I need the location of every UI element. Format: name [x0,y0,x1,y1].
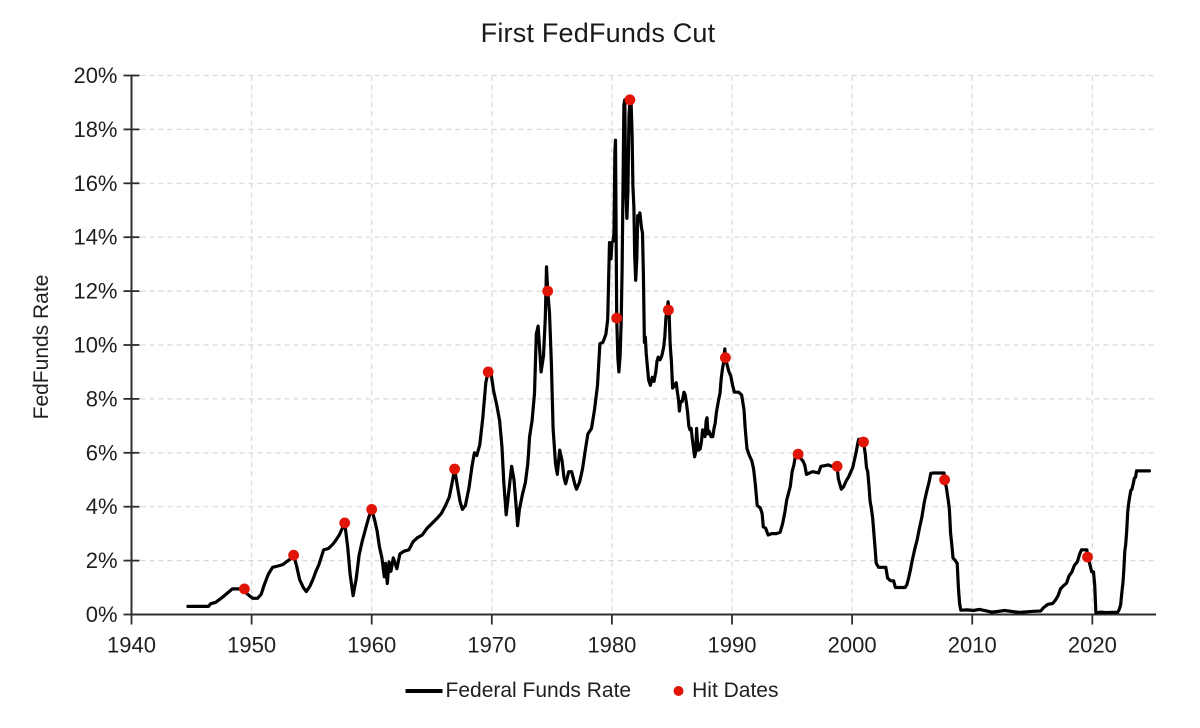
hit-date-dot [624,94,636,106]
svg-text:2020: 2020 [1068,633,1117,658]
hit-date-dot [482,366,494,378]
hit-date-dot [366,504,378,515]
hit-date-dot [339,517,351,529]
hit-date-dot [542,285,554,297]
hit-date-dot [720,352,731,364]
svg-text:20%: 20% [73,63,117,88]
svg-text:1950: 1950 [227,633,276,658]
red-dot-icon [673,686,684,696]
hit-date-dot [792,448,804,460]
svg-text:1960: 1960 [347,633,396,658]
hit-date-dot [663,304,674,316]
svg-text:14%: 14% [73,225,117,250]
chart-title: First FedFunds Cut [480,18,716,48]
y-tick-labels: 0% 2% 4% 6% 8% 10% 12% 14% 16% 18% 20% [73,63,117,627]
hit-date-dot [239,583,250,595]
legend-label-hit-dates: Hit Dates [692,679,779,702]
hit-date-dots [239,94,1093,595]
svg-text:8%: 8% [86,386,118,411]
svg-text:2%: 2% [86,548,118,573]
svg-text:2000: 2000 [828,633,877,658]
svg-text:16%: 16% [73,171,117,196]
gridlines [131,74,1156,615]
hit-date-dot [1082,551,1093,563]
svg-text:12%: 12% [73,279,117,304]
svg-text:1970: 1970 [467,633,516,658]
svg-text:4%: 4% [86,494,118,519]
legend-item-federal-funds-rate: Federal Funds Rate [405,679,632,703]
svg-text:1980: 1980 [587,633,636,658]
line-swatch-icon [405,689,443,693]
svg-text:2010: 2010 [948,633,997,658]
svg-text:18%: 18% [73,117,117,142]
hit-date-dot [831,460,843,472]
axes [123,74,1156,625]
svg-text:10%: 10% [73,333,117,358]
svg-text:1990: 1990 [708,633,757,658]
hit-date-dot [288,549,299,561]
x-tick-labels: 1940 1950 1960 1970 1980 1990 2000 2010 2020 [107,633,1117,658]
svg-text:1940: 1940 [107,633,156,658]
federal-funds-rate-line [186,98,1151,615]
legend-item-hit-dates: Hit Dates [673,679,778,703]
svg-text:6%: 6% [86,440,118,465]
hit-date-dot [858,436,869,448]
hit-date-dot [939,474,950,486]
hit-date-dot [449,463,460,475]
legend-label-federal-funds-rate: Federal Funds Rate [445,679,632,702]
svg-text:0%: 0% [86,602,118,627]
chart-legend: Federal Funds Rate Hit Dates [405,679,778,703]
hit-date-dot [611,312,623,324]
